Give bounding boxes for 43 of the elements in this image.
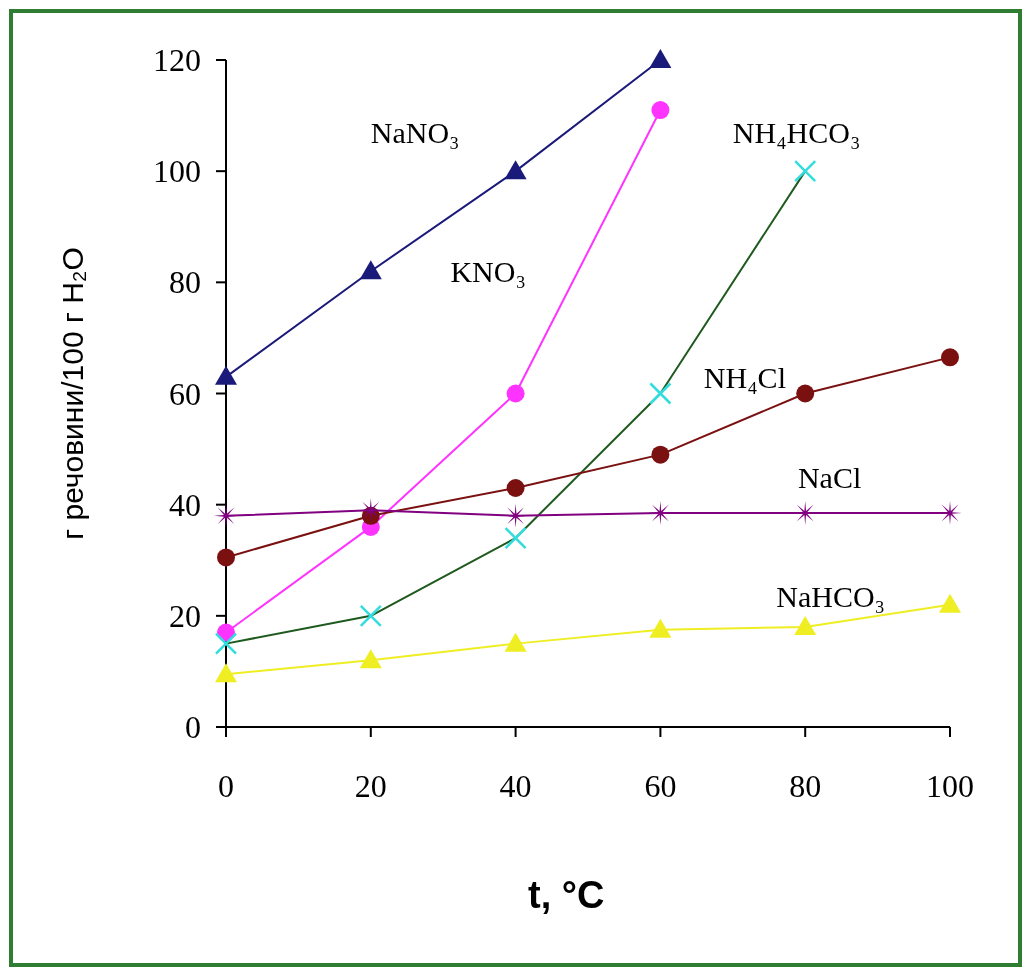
x-tick-label: 80 [789, 768, 822, 804]
point [796, 384, 815, 403]
point [939, 593, 961, 613]
y-tick-label: 40 [169, 486, 201, 523]
x-axis-title: t, °C [528, 874, 605, 916]
point [504, 632, 527, 652]
point [649, 618, 672, 638]
point [215, 663, 237, 683]
point [506, 384, 525, 403]
point [941, 348, 959, 367]
point [649, 382, 672, 405]
x-tick-label: 40 [499, 768, 532, 804]
series-label: KNO₃ [450, 255, 526, 289]
y-tick-label: 100 [153, 153, 201, 190]
x-tick-label: 100 [926, 768, 974, 804]
series-label: NH₄HCO₃ [732, 116, 861, 150]
point [359, 260, 382, 280]
series-label: NaNO₃ [370, 116, 460, 150]
point [214, 632, 238, 655]
point [217, 548, 235, 567]
point [359, 604, 383, 628]
point [506, 478, 525, 497]
y-tick-label: 0 [185, 709, 201, 745]
y-axis-title: г речовини/100 г H₂O [56, 247, 89, 540]
y-tick-label: 120 [153, 42, 201, 78]
y-tick-label: 60 [169, 375, 201, 412]
point [651, 101, 670, 120]
point [794, 615, 817, 635]
point [215, 365, 237, 385]
point [359, 649, 382, 669]
series-label: NaCl [797, 460, 862, 494]
point [504, 526, 527, 550]
x-tick-label: 60 [644, 768, 677, 804]
y-tick-label: 80 [169, 264, 201, 301]
point [504, 160, 527, 180]
series-label: NaHCO₃ [776, 580, 886, 614]
point [651, 445, 670, 464]
x-tick-label: 20 [354, 768, 387, 804]
series-label: NH₄Cl [703, 360, 786, 394]
x-tick-label: 0 [218, 768, 234, 804]
point [793, 159, 817, 183]
point [649, 49, 672, 68]
y-tick-label: 20 [169, 597, 201, 634]
